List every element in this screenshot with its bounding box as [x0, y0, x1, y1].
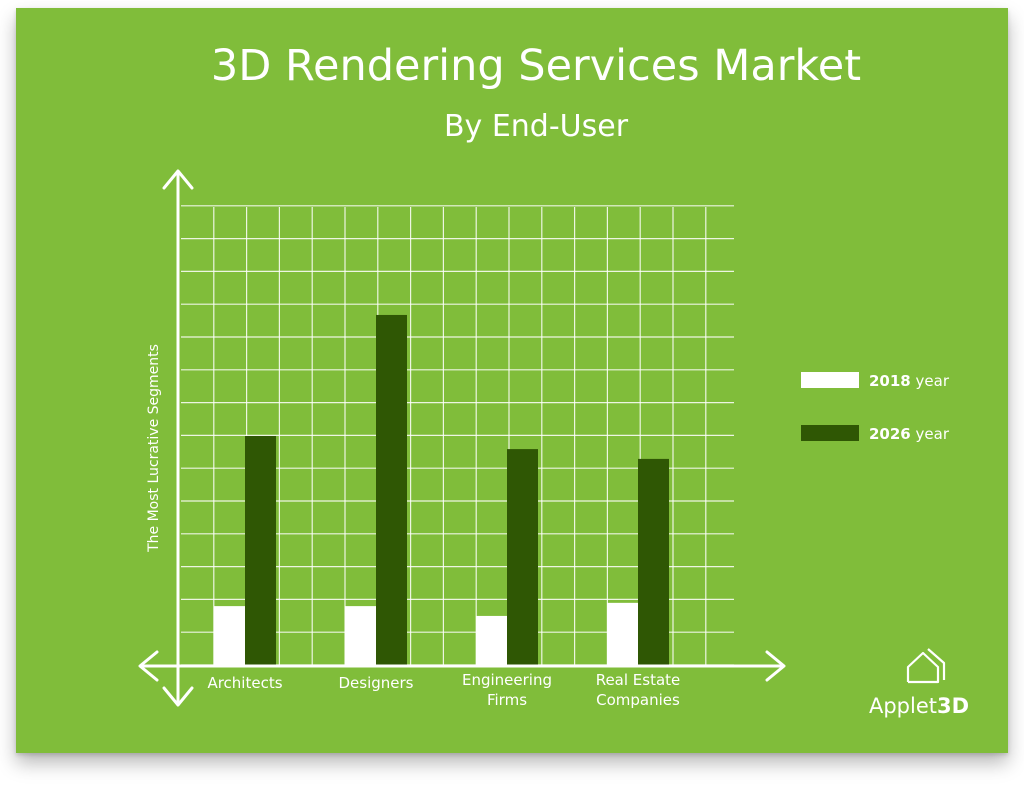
chart-title: 3D Rendering Services Market — [211, 41, 861, 91]
legend-label-2026: 2026 year — [869, 425, 950, 443]
legend-swatch-2018 — [801, 372, 859, 388]
y-axis-label: The Most Lucrative Segments — [146, 344, 162, 553]
chart-canvas: 3D Rendering Services Market By End-User… — [16, 8, 1008, 753]
legend: 2018 year 2026 year — [801, 372, 950, 443]
brand-logo: Applet3D — [869, 648, 969, 718]
bar-2026 — [245, 436, 276, 666]
bar-2026 — [376, 314, 407, 666]
category-label: Architects — [207, 674, 282, 692]
category-label: Designers — [339, 674, 414, 692]
bar-2018 — [476, 615, 507, 666]
bar-2026 — [507, 449, 538, 666]
brand-name: Applet3D — [869, 694, 969, 718]
category-label: Real Estate — [596, 671, 681, 689]
category-label: Companies — [596, 691, 680, 709]
legend-label-2018: 2018 year — [869, 372, 950, 390]
bar-2026 — [638, 458, 669, 666]
bar-2018 — [607, 602, 638, 666]
axes — [138, 169, 786, 707]
category-label: Engineering — [462, 671, 552, 689]
chart-subtitle: By End-User — [444, 109, 629, 144]
brand-name-bold: 3D — [937, 694, 969, 718]
x-axis-arrow-right — [765, 650, 786, 682]
y-axis-arrow-bottom — [162, 686, 194, 707]
y-axis-arrow-top — [162, 169, 194, 190]
bar-2018 — [345, 606, 376, 666]
bar-2018 — [214, 606, 245, 666]
category-label: Firms — [487, 691, 527, 709]
brand-name-plain: Applet — [869, 694, 937, 718]
house-outline-icon — [906, 648, 946, 684]
x-axis-arrow-left — [138, 650, 159, 682]
legend-swatch-2026 — [801, 425, 859, 441]
chart-card: 3D Rendering Services Market By End-User… — [16, 8, 1008, 753]
bars — [214, 314, 669, 666]
category-labels: Architects Designers Engineering Firms Real … — [207, 671, 680, 709]
